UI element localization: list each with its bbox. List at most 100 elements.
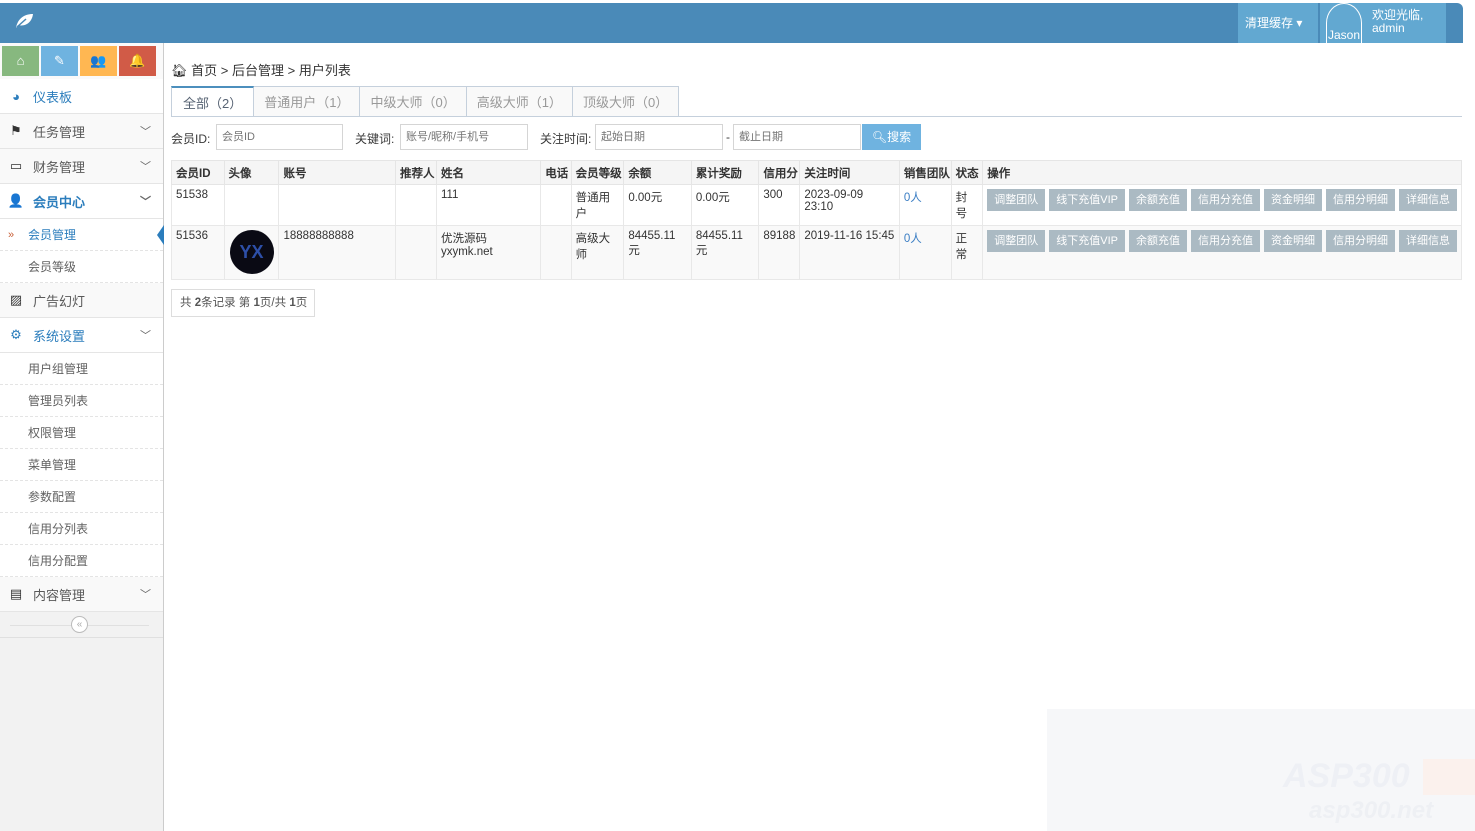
balance-recharge-button[interactable]: 余额充值 bbox=[1129, 189, 1187, 211]
detail-info-button[interactable]: 详细信息 bbox=[1399, 189, 1457, 211]
chevron-down-icon: ﹀ bbox=[140, 126, 151, 138]
level: 高级大师 bbox=[570, 225, 625, 280]
sidebar-item-member-management[interactable]: » 会员管理 bbox=[0, 219, 164, 251]
leaf-icon[interactable] bbox=[14, 13, 34, 29]
adjust-team-button[interactable]: 调整团队 bbox=[987, 189, 1046, 211]
sidebar-item-ads[interactable]: ▨ 广告幻灯 bbox=[0, 283, 163, 318]
collapse-sidebar-button[interactable]: « bbox=[71, 616, 88, 633]
breadcrumb-separator: > bbox=[220, 63, 229, 78]
column-header: 信用分 bbox=[758, 160, 801, 185]
table-row: 51536 YX 18888888888 优洗源码yxymk.net 高级大师 … bbox=[171, 225, 1462, 280]
flag-icon: ⚑ bbox=[10, 123, 22, 138]
breadcrumb-parent[interactable]: 后台管理 bbox=[232, 63, 285, 78]
start-date-input[interactable] bbox=[595, 124, 723, 150]
column-header: 操作 bbox=[982, 160, 1462, 185]
home-shortcut-button[interactable]: ⌂ bbox=[2, 46, 39, 76]
column-header: 账号 bbox=[278, 160, 396, 185]
breadcrumb-home[interactable]: 首页 bbox=[191, 63, 218, 78]
sidebar: ⌂ ✎ 👥 🔔 ◕ 仪表板 ⚑ 任务管理 ﹀ ▭ 财务管理 ﹀ 👤 会员中心 ﹀ » 会员管理 … bbox=[0, 43, 164, 831]
fund-details-button[interactable]: 资金明细 bbox=[1264, 189, 1322, 211]
user-icon: 👤 bbox=[7, 193, 25, 208]
balance-recharge-button[interactable]: 余额充值 bbox=[1129, 230, 1187, 252]
user-menu[interactable]: Jason 欢迎光临, admin bbox=[1320, 3, 1446, 43]
watermark-url: asp300.net bbox=[1309, 797, 1434, 824]
sidebar-item-tasks[interactable]: ⚑ 任务管理 ﹀ bbox=[0, 114, 163, 149]
sidebar-item-dashboard[interactable]: ◕ 仪表板 bbox=[0, 79, 163, 114]
chevron-down-icon: ﹀ bbox=[140, 161, 151, 173]
tab-intermediate[interactable]: 中级大师（0） bbox=[360, 86, 467, 117]
sidebar-item-credit-list[interactable]: 信用分列表 bbox=[0, 513, 163, 545]
current-page: 1 bbox=[253, 297, 260, 309]
sidebar-item-members[interactable]: 👤 会员中心 ﹀ bbox=[0, 184, 163, 219]
credit-details-button[interactable]: 信用分明细 bbox=[1326, 230, 1395, 252]
credit: 89188 bbox=[758, 225, 801, 280]
keyword-input[interactable] bbox=[400, 124, 528, 150]
search-button[interactable]: 🔍︎搜索 bbox=[862, 124, 921, 150]
watermark-logo: ASP300 bbox=[1283, 757, 1410, 795]
fund-details-button[interactable]: 资金明细 bbox=[1264, 230, 1322, 252]
credit-details-button[interactable]: 信用分明细 bbox=[1326, 189, 1395, 211]
sidebar-item-member-levels[interactable]: 会员等级 bbox=[0, 251, 163, 283]
follow-time: 2019-11-16 15:45 bbox=[799, 225, 900, 280]
credit: 300 bbox=[758, 184, 801, 226]
team-link[interactable]: 0人 bbox=[898, 184, 952, 226]
member-id-input[interactable] bbox=[216, 124, 343, 150]
dashboard-icon: ◕ bbox=[12, 88, 20, 104]
column-header: 电话 bbox=[540, 160, 572, 185]
bell-icon: 🔔 bbox=[129, 53, 146, 68]
balance: 0.00元 bbox=[623, 184, 692, 226]
sidebar-item-admin-list[interactable]: 管理员列表 bbox=[0, 385, 163, 417]
keyword-label: 关键词: bbox=[355, 132, 395, 146]
tab-regular[interactable]: 普通用户（1） bbox=[254, 86, 361, 117]
sidebar-item-menus[interactable]: 菜单管理 bbox=[0, 449, 163, 481]
sidebar-item-label: 权限管理 bbox=[28, 426, 77, 440]
credit-recharge-button[interactable]: 信用分充值 bbox=[1191, 230, 1260, 252]
sidebar-item-label: 菜单管理 bbox=[28, 458, 77, 472]
pagination-text: 条记录 第 bbox=[201, 297, 251, 309]
avatar-cell bbox=[223, 184, 280, 226]
navbar: 清理缓存 ▾ Jason 欢迎光临, admin bbox=[0, 3, 1463, 43]
sidebar-item-permissions[interactable]: 权限管理 bbox=[0, 417, 163, 449]
level: 普通用户 bbox=[570, 184, 625, 226]
tab-senior[interactable]: 高级大师（1） bbox=[466, 86, 573, 117]
sidebar-item-user-groups[interactable]: 用户组管理 bbox=[0, 353, 163, 385]
bell-shortcut-button[interactable]: 🔔 bbox=[119, 46, 156, 76]
tab-top[interactable]: 顶级大师（0） bbox=[572, 86, 680, 117]
sidebar-item-settings[interactable]: ⚙ 系统设置 ﹀ bbox=[0, 318, 163, 353]
sidebar-item-content[interactable]: ▤ 内容管理 ﹀ bbox=[0, 577, 163, 612]
follow-time: 2023-09-09 23:10 bbox=[799, 184, 900, 226]
sidebar-item-label: 财务管理 bbox=[33, 159, 86, 175]
sidebar-item-label: 会员管理 bbox=[28, 228, 77, 242]
users-shortcut-button[interactable]: 👥 bbox=[80, 46, 117, 76]
name: 优洗源码yxymk.net bbox=[435, 225, 542, 280]
referrer bbox=[394, 184, 437, 226]
team-link[interactable]: 0人 bbox=[898, 225, 952, 280]
detail-info-button[interactable]: 详细信息 bbox=[1399, 230, 1457, 252]
active-indicator bbox=[157, 225, 164, 245]
sidebar-item-label: 参数配置 bbox=[28, 490, 77, 504]
end-date-input[interactable] bbox=[733, 124, 861, 150]
sidebar-item-credit-config[interactable]: 信用分配置 bbox=[0, 545, 163, 577]
offline-vip-button[interactable]: 线下充值VIP bbox=[1049, 230, 1125, 252]
adjust-team-button[interactable]: 调整团队 bbox=[987, 230, 1046, 252]
tab-all[interactable]: 全部（2） bbox=[171, 86, 255, 117]
sidebar-item-params[interactable]: 参数配置 bbox=[0, 481, 163, 513]
reward: 84455.11元 bbox=[690, 225, 760, 280]
search-button-label: 搜索 bbox=[887, 130, 912, 144]
offline-vip-button[interactable]: 线下充值VIP bbox=[1049, 189, 1125, 211]
avatar: Jason bbox=[1326, 3, 1362, 43]
sidebar-item-finance[interactable]: ▭ 财务管理 ﹀ bbox=[0, 149, 163, 184]
pencil-shortcut-button[interactable]: ✎ bbox=[41, 46, 78, 76]
breadcrumb-separator: > bbox=[287, 63, 296, 78]
clear-cache-dropdown[interactable]: 清理缓存 ▾ bbox=[1238, 3, 1318, 43]
double-chevron-right-icon: » bbox=[8, 229, 15, 241]
users-icon: 👥 bbox=[90, 53, 107, 68]
pencil-icon: ✎ bbox=[54, 53, 65, 68]
member-id: 51538 bbox=[171, 184, 225, 226]
level-tabs: 全部（2） 普通用户（1） 中级大师（0） 高级大师（1） 顶级大师（0） bbox=[171, 86, 680, 117]
column-header: 头像 bbox=[223, 160, 280, 185]
sidebar-collapse: « bbox=[0, 612, 163, 638]
credit-recharge-button[interactable]: 信用分充值 bbox=[1191, 189, 1260, 211]
balance: 84455.11元 bbox=[623, 225, 692, 280]
pagination-text: 页 bbox=[295, 297, 308, 309]
